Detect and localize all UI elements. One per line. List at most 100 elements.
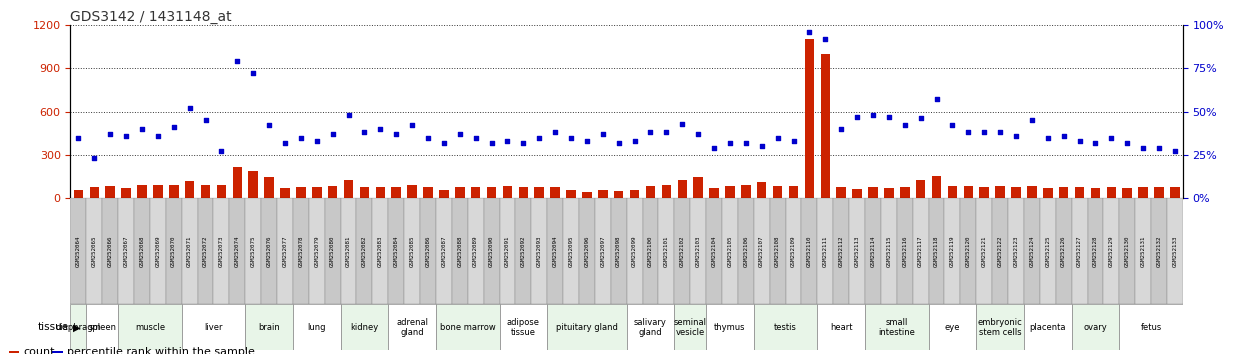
Bar (137, 184, 147, 198)
Bar (566, 190, 576, 198)
Bar (1056, 198, 1072, 304)
Point (164, 124, 184, 130)
Text: GSM252116: GSM252116 (902, 236, 907, 267)
Bar (627, 304, 675, 350)
Bar (261, 198, 277, 304)
Point (116, 133, 136, 139)
Bar (344, 180, 353, 198)
Point (402, 122, 421, 128)
Bar (1106, 187, 1116, 198)
Point (624, 138, 644, 144)
Bar (916, 180, 926, 198)
Bar (1027, 186, 1037, 198)
Bar (341, 304, 388, 350)
Bar (153, 185, 163, 198)
Bar (89, 187, 99, 198)
Bar (198, 198, 214, 304)
Text: GSM252077: GSM252077 (283, 236, 288, 267)
Bar (868, 187, 878, 198)
Bar (675, 304, 706, 350)
Text: GSM252101: GSM252101 (664, 236, 669, 267)
Bar (1023, 304, 1072, 350)
Bar (770, 198, 786, 304)
Bar (614, 191, 623, 198)
Point (450, 131, 470, 137)
Point (1006, 133, 1026, 139)
Bar (627, 198, 643, 304)
Text: GSM252131: GSM252131 (1141, 236, 1146, 267)
Text: GSM252097: GSM252097 (601, 236, 606, 267)
Point (800, 29, 819, 35)
Point (260, 122, 279, 128)
Bar (548, 198, 564, 304)
Text: GSM252100: GSM252100 (648, 236, 653, 267)
Text: GSM252082: GSM252082 (362, 236, 367, 267)
Text: GSM252120: GSM252120 (965, 236, 970, 267)
Bar (372, 198, 388, 304)
Point (656, 130, 676, 135)
Text: GSM252106: GSM252106 (743, 236, 748, 267)
Bar (105, 186, 115, 198)
Text: kidney: kidney (350, 323, 378, 332)
Text: GSM252130: GSM252130 (1125, 236, 1130, 267)
Point (863, 112, 883, 118)
Bar (325, 198, 341, 304)
Point (276, 140, 295, 145)
Bar (503, 186, 512, 198)
Bar (1122, 188, 1132, 198)
Bar (121, 188, 131, 198)
Bar (216, 184, 226, 198)
Text: small
intestine: small intestine (879, 318, 915, 337)
Bar (805, 39, 815, 198)
Bar (1151, 198, 1167, 304)
Bar (356, 198, 372, 304)
Bar (964, 186, 973, 198)
Text: liver: liver (204, 323, 222, 332)
Bar (659, 198, 675, 304)
Text: embryonic
stem cells: embryonic stem cells (978, 318, 1022, 337)
Bar (388, 304, 436, 350)
Bar (487, 187, 497, 198)
Text: GSM252123: GSM252123 (1014, 236, 1018, 267)
Point (672, 121, 692, 126)
Bar (1072, 198, 1088, 304)
Bar (611, 198, 627, 304)
Text: GSM252072: GSM252072 (203, 236, 208, 267)
Point (847, 114, 866, 120)
Text: diaphragm: diaphragm (56, 323, 101, 332)
Bar (1167, 198, 1183, 304)
Point (371, 126, 391, 132)
Point (1133, 145, 1153, 151)
Bar (87, 198, 103, 304)
Point (466, 135, 486, 140)
Text: pituitary gland: pituitary gland (556, 323, 618, 332)
Text: spleen: spleen (88, 323, 116, 332)
Point (593, 131, 613, 137)
Point (577, 138, 597, 144)
Point (148, 133, 168, 139)
Bar (169, 184, 178, 198)
Text: GSM252064: GSM252064 (75, 236, 80, 267)
Point (545, 130, 565, 135)
Point (227, 58, 247, 64)
Bar (297, 187, 305, 198)
Bar (661, 184, 671, 198)
Text: GSM252132: GSM252132 (1157, 236, 1162, 267)
Bar (214, 198, 230, 304)
Bar (74, 190, 83, 198)
Bar (853, 189, 861, 198)
Bar (70, 198, 87, 304)
Point (1069, 138, 1089, 144)
Point (211, 149, 231, 154)
Point (100, 131, 120, 137)
Text: GSM252096: GSM252096 (585, 236, 590, 267)
Text: GSM252124: GSM252124 (1030, 236, 1035, 267)
Text: GSM252112: GSM252112 (839, 236, 844, 267)
Point (307, 138, 326, 144)
Text: GSM252099: GSM252099 (632, 236, 637, 267)
Bar (578, 198, 595, 304)
Text: GSM252079: GSM252079 (314, 236, 319, 267)
Text: GSM252109: GSM252109 (791, 236, 796, 267)
Text: ovary: ovary (1084, 323, 1107, 332)
Bar (900, 187, 910, 198)
